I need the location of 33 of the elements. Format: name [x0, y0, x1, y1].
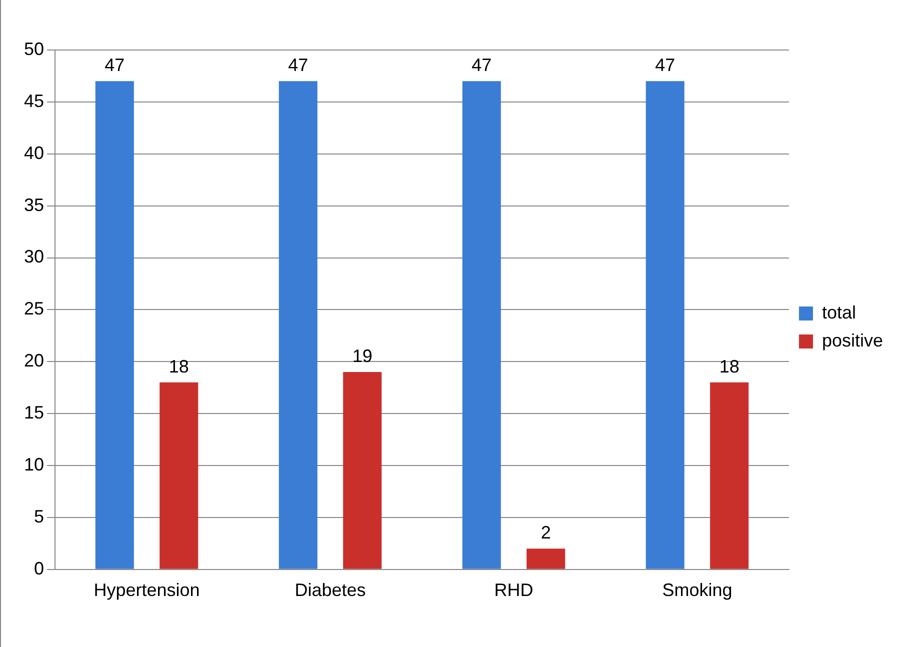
y-tick-label: 5: [34, 506, 44, 526]
data-label: 47: [655, 55, 676, 76]
bar: [95, 81, 134, 569]
y-tick-label: 20: [24, 350, 44, 371]
x-tick-label: Hypertension: [94, 580, 200, 600]
bar: [462, 81, 501, 569]
y-tick-label: 30: [24, 246, 44, 267]
legend-label: positive: [822, 330, 883, 350]
y-tick-label: 35: [24, 194, 44, 215]
data-label: 19: [352, 346, 372, 366]
data-label: 47: [472, 55, 492, 76]
data-label: 2: [540, 522, 551, 543]
data-label: 47: [288, 55, 308, 76]
bar: [160, 382, 198, 569]
legend-label: total: [822, 302, 856, 322]
x-tick-label: Diabetes: [294, 580, 366, 600]
y-tick-label: 10: [24, 454, 44, 474]
y-tick-label: 50: [24, 38, 44, 59]
y-tick-label: 45: [24, 90, 44, 111]
bar: [343, 372, 382, 569]
y-tick-label: 15: [24, 402, 44, 423]
y-tick-label: 0: [34, 558, 44, 578]
data-label: 47: [104, 55, 125, 76]
x-tick-label: Smoking: [662, 580, 732, 600]
x-tick-label: RHD: [494, 580, 534, 600]
bar: [278, 81, 318, 569]
bar: [526, 548, 566, 569]
bar: [710, 382, 749, 569]
y-tick-label: 40: [24, 142, 44, 163]
data-label: 18: [168, 356, 189, 376]
bar: [646, 81, 684, 569]
y-tick-label: 25: [24, 298, 44, 319]
data-label: 18: [719, 356, 740, 376]
